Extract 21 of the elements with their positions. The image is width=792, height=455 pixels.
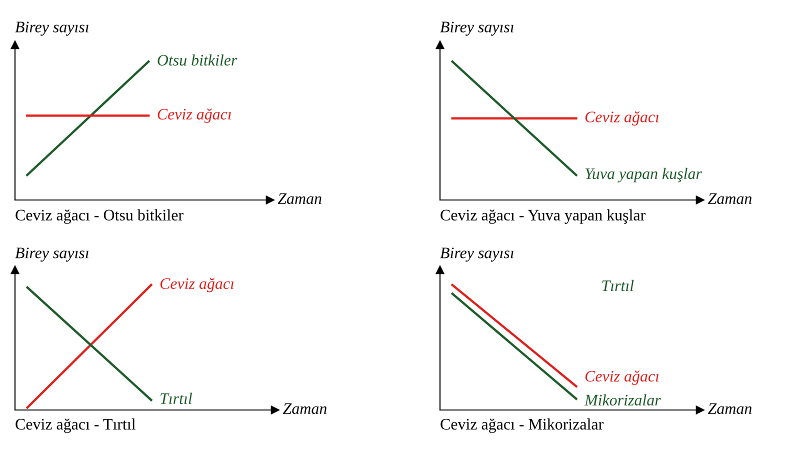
x-axis-title: Zaman <box>282 403 327 414</box>
series-label: Tırtıl <box>160 392 192 404</box>
series-label: Mikorizalar <box>584 394 661 406</box>
x-axis-title: Zaman <box>278 193 322 204</box>
series-label: Ceviz ağacı <box>160 278 234 292</box>
series-label: Otsu bitkiler <box>158 54 238 66</box>
x-axis-title: Zaman <box>708 403 752 414</box>
text: Ceviz ağacı - Otsu bitkiler <box>16 209 184 224</box>
y-axis-title: Birey sayısı <box>15 22 88 36</box>
series-label: Ceviz ağacı <box>158 108 231 123</box>
series-label: Yuva yapan kuşlar <box>585 168 702 182</box>
series-label: Ceviz ağacı <box>585 111 659 126</box>
y-axis-title: Birey sayısı <box>440 22 514 36</box>
y-axis-title: Birey sayısı <box>440 248 514 262</box>
text: Ceviz ağacı - Tırtıl <box>16 418 136 433</box>
annotation: Tırtıl <box>602 280 634 292</box>
text: Ceviz ağacı - Mikorizalar <box>440 418 604 433</box>
x-axis-title: Zaman <box>708 193 752 204</box>
text: Ceviz ağacı - Yuva yapan kuşlar <box>440 209 646 224</box>
series-label: Ceviz ağacı <box>585 370 659 385</box>
y-axis-title: Birey sayısı <box>15 248 88 262</box>
